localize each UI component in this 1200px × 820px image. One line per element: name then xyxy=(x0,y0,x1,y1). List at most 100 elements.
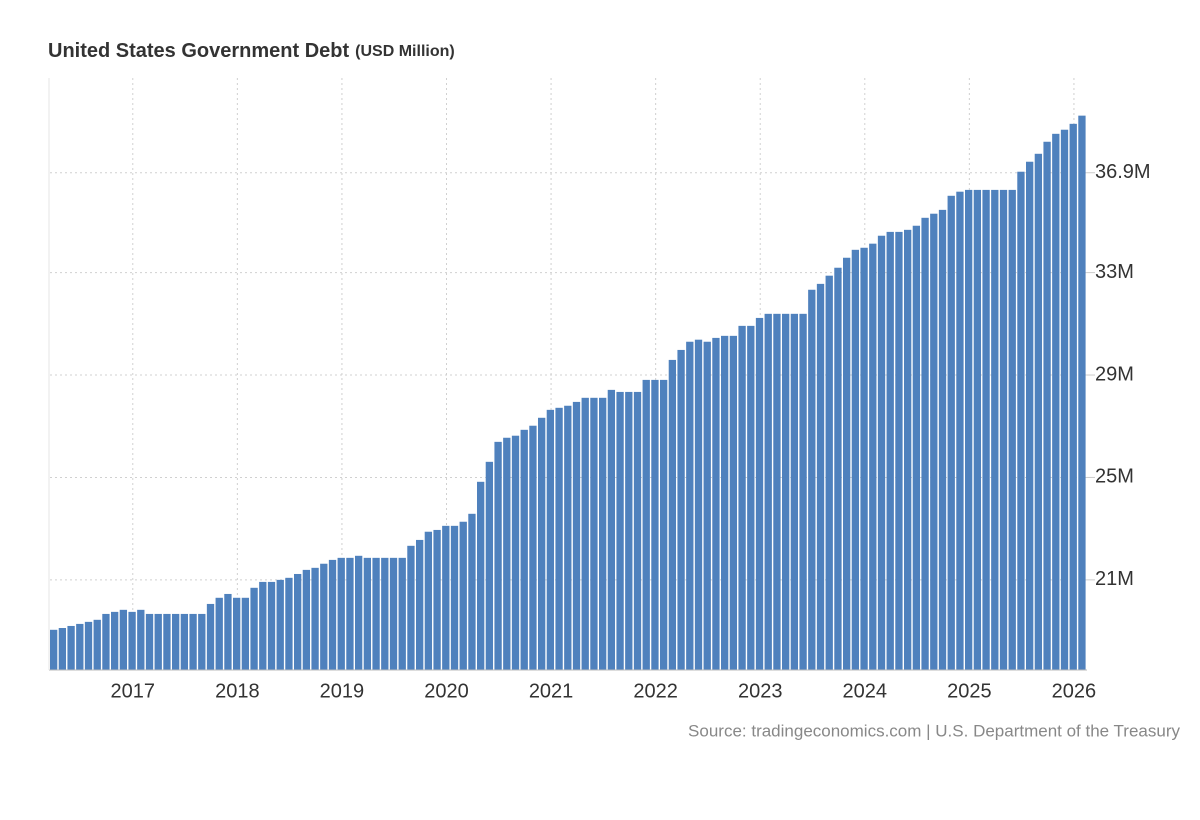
bar xyxy=(755,317,764,670)
bar xyxy=(163,613,171,670)
grid: 21M 25M 29M 33M 36.9M 2017 2018 2019 2020 2021 202… xyxy=(50,78,1151,702)
bar xyxy=(189,613,197,670)
bar xyxy=(625,391,633,670)
bar xyxy=(912,225,921,670)
bar xyxy=(58,628,67,670)
x-tick-label: 2025 xyxy=(947,680,992,702)
bar xyxy=(616,391,624,670)
bar xyxy=(921,217,929,671)
bar xyxy=(1078,115,1086,670)
bar xyxy=(747,325,755,670)
bar xyxy=(843,257,851,670)
bar xyxy=(276,579,284,670)
bar xyxy=(869,243,877,670)
bar xyxy=(259,581,267,670)
bar xyxy=(93,619,101,670)
bar xyxy=(1008,189,1016,671)
bar xyxy=(790,313,799,670)
bar xyxy=(1060,129,1069,670)
y-tick-label: 25M xyxy=(1095,466,1134,488)
bar xyxy=(459,521,467,670)
bar xyxy=(381,557,389,670)
bar xyxy=(947,195,955,670)
bar xyxy=(477,481,485,670)
bar xyxy=(555,407,563,670)
x-tick-label: 2020 xyxy=(424,680,469,702)
bar xyxy=(668,359,677,670)
x-tick-label: 2026 xyxy=(1052,680,1097,702)
bar xyxy=(633,391,642,670)
bar xyxy=(433,529,441,670)
bar xyxy=(956,191,964,670)
bar xyxy=(407,545,415,670)
bar xyxy=(337,557,345,670)
chart-title: United States Government Debt xyxy=(48,40,350,62)
x-tick-label: 2019 xyxy=(320,680,365,702)
bar xyxy=(389,557,398,670)
bar xyxy=(651,379,659,670)
bar xyxy=(494,441,502,670)
bar xyxy=(904,229,912,671)
bar xyxy=(224,593,232,670)
bar xyxy=(76,623,84,670)
bar xyxy=(503,437,511,670)
bar xyxy=(886,231,894,670)
x-tick-label: 2024 xyxy=(843,680,888,702)
bar xyxy=(1034,153,1043,671)
bar xyxy=(346,557,354,670)
bar xyxy=(729,335,738,670)
bar xyxy=(895,231,903,670)
bar xyxy=(1017,171,1025,671)
bar xyxy=(834,267,842,670)
y-tick-label: 21M xyxy=(1095,568,1134,590)
bar xyxy=(50,629,58,670)
x-tick-label: 2018 xyxy=(215,680,260,702)
y-tick-label: 33M xyxy=(1095,261,1134,283)
bar xyxy=(180,613,189,670)
bar xyxy=(564,405,572,670)
bar xyxy=(355,555,363,670)
bar xyxy=(128,611,136,670)
bar xyxy=(442,525,450,670)
bar xyxy=(938,209,947,670)
bar xyxy=(982,189,990,671)
bar xyxy=(721,335,729,670)
bar xyxy=(416,539,424,670)
bar xyxy=(642,379,650,670)
bar xyxy=(764,313,772,670)
bar xyxy=(119,609,128,670)
bar xyxy=(137,609,145,670)
bar xyxy=(311,567,319,670)
bar xyxy=(529,425,537,670)
bar xyxy=(930,213,938,670)
bar xyxy=(538,417,546,670)
bar xyxy=(660,379,668,670)
bar xyxy=(485,461,494,670)
bar xyxy=(154,613,162,670)
bar xyxy=(145,613,154,670)
bar xyxy=(599,397,607,670)
bar xyxy=(320,563,328,670)
bar xyxy=(67,625,75,670)
source-note: Source: tradingeconomics.com | U.S. Depa… xyxy=(688,721,1180,740)
bar xyxy=(816,283,825,670)
bar xyxy=(511,435,520,670)
y-tick-label: 29M xyxy=(1095,363,1134,385)
chart-subtitle: (USD Million) xyxy=(355,43,455,60)
bar xyxy=(808,289,816,670)
bar xyxy=(825,275,833,670)
bar xyxy=(799,313,807,670)
bar xyxy=(1043,141,1051,670)
bar xyxy=(1052,133,1060,670)
x-tick-label: 2023 xyxy=(738,680,783,702)
bar xyxy=(738,325,746,670)
bar xyxy=(773,313,781,670)
bar xyxy=(215,597,223,670)
bar xyxy=(694,339,703,670)
bar xyxy=(965,189,973,671)
bar xyxy=(973,189,982,671)
x-tick-label: 2017 xyxy=(111,680,156,702)
bar xyxy=(991,189,999,671)
bar xyxy=(302,569,311,670)
